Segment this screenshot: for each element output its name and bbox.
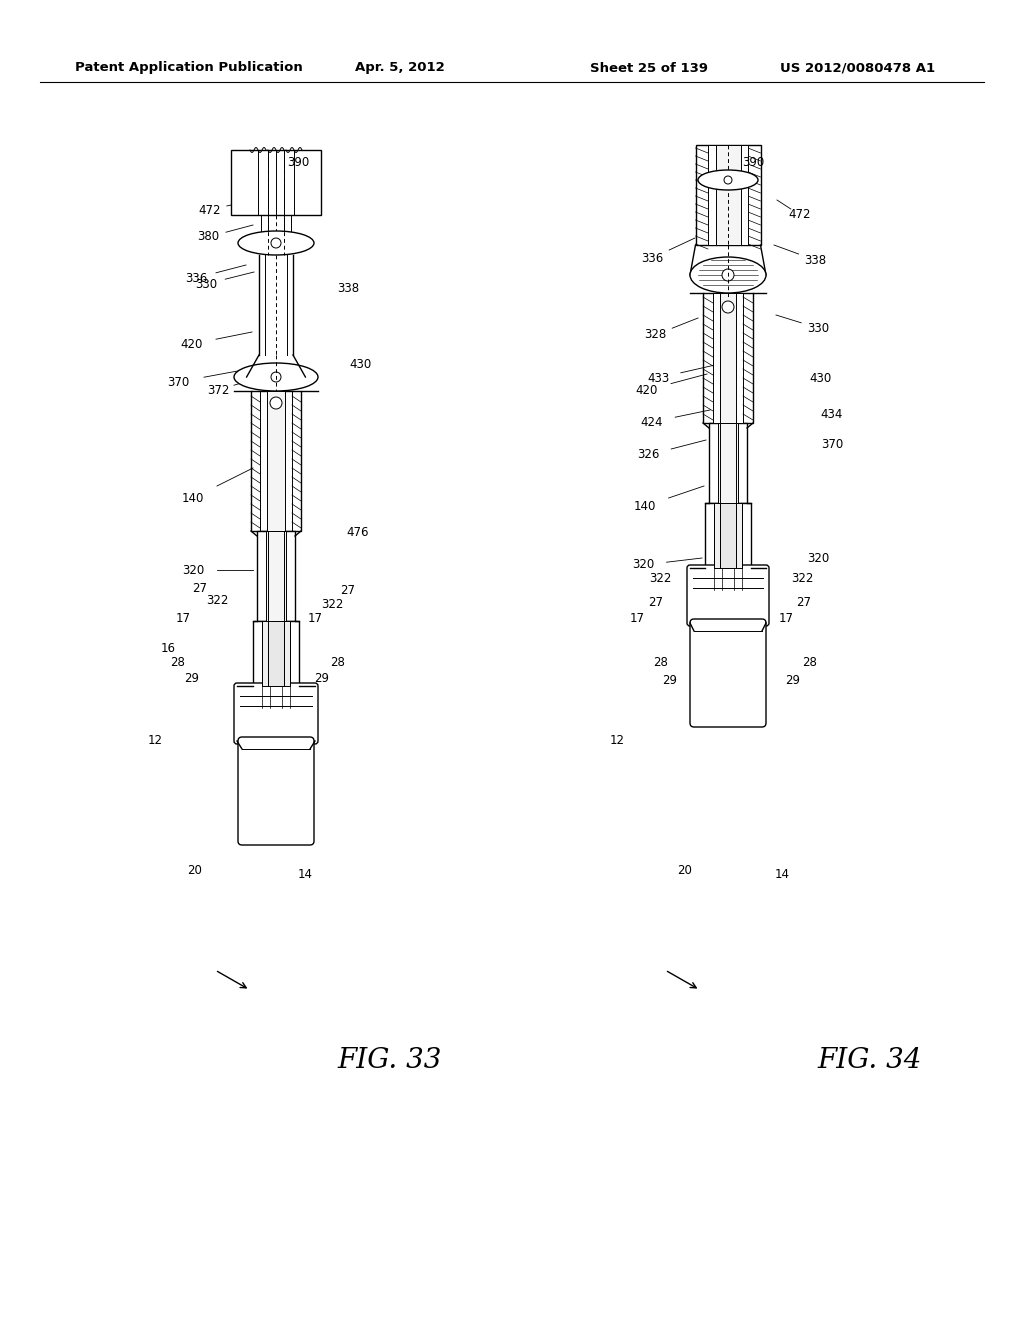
Bar (713, 293, 743, 422)
Text: 27: 27 (648, 597, 664, 610)
FancyBboxPatch shape (238, 737, 314, 845)
Circle shape (271, 238, 281, 248)
Text: 390: 390 (741, 157, 764, 169)
Text: 380: 380 (197, 231, 219, 243)
Circle shape (722, 301, 734, 313)
Text: 322: 322 (649, 572, 671, 585)
Bar (716, 145, 740, 246)
Bar (703, 293, 753, 422)
Bar (251, 391, 301, 531)
Text: 472: 472 (788, 209, 811, 222)
Text: 370: 370 (167, 375, 189, 388)
Circle shape (722, 269, 734, 281)
Text: 320: 320 (807, 552, 829, 565)
Text: 336: 336 (185, 272, 207, 285)
Text: 372: 372 (207, 384, 229, 396)
Text: 370: 370 (821, 438, 843, 451)
FancyBboxPatch shape (687, 565, 769, 626)
Text: Patent Application Publication: Patent Application Publication (75, 62, 303, 74)
Text: 326: 326 (637, 449, 659, 462)
Text: 140: 140 (182, 491, 204, 504)
Text: 322: 322 (321, 598, 343, 611)
Bar (266, 531, 286, 620)
Text: 338: 338 (337, 281, 359, 294)
Text: 424: 424 (641, 416, 664, 429)
Text: Sheet 25 of 139: Sheet 25 of 139 (590, 62, 708, 74)
Bar (231, 150, 321, 215)
Text: 338: 338 (804, 253, 826, 267)
Text: 29: 29 (663, 673, 678, 686)
Text: US 2012/0080478 A1: US 2012/0080478 A1 (780, 62, 935, 74)
Text: 20: 20 (678, 863, 692, 876)
Text: 14: 14 (298, 869, 312, 882)
Text: 433: 433 (647, 371, 669, 384)
Text: 330: 330 (807, 322, 829, 334)
Bar (720, 293, 736, 422)
Text: 420: 420 (636, 384, 658, 396)
Text: 472: 472 (199, 203, 221, 216)
Bar (718, 422, 738, 503)
Bar (267, 391, 285, 531)
Text: 17: 17 (175, 611, 190, 624)
Bar (253, 620, 299, 686)
Text: 27: 27 (193, 582, 208, 594)
Bar (714, 503, 742, 568)
Text: 14: 14 (774, 869, 790, 882)
Text: 320: 320 (182, 564, 204, 577)
Text: 328: 328 (644, 329, 667, 342)
Bar (709, 422, 746, 503)
FancyBboxPatch shape (690, 619, 766, 727)
Text: 28: 28 (803, 656, 817, 668)
FancyBboxPatch shape (234, 682, 318, 744)
Text: 17: 17 (307, 611, 323, 624)
Circle shape (724, 176, 732, 183)
Text: 140: 140 (634, 499, 656, 512)
Bar (708, 145, 748, 246)
Bar (262, 620, 290, 686)
Ellipse shape (234, 363, 318, 391)
Bar (720, 503, 736, 568)
Text: 27: 27 (797, 597, 811, 610)
Text: 16: 16 (161, 642, 175, 655)
Text: 17: 17 (630, 611, 644, 624)
Circle shape (270, 397, 282, 409)
Text: 28: 28 (331, 656, 345, 668)
Text: 17: 17 (778, 611, 794, 624)
Text: 330: 330 (195, 277, 217, 290)
Text: 28: 28 (171, 656, 185, 668)
Text: 29: 29 (314, 672, 330, 685)
Text: FIG. 33: FIG. 33 (338, 1047, 442, 1073)
Ellipse shape (690, 257, 766, 293)
Text: 322: 322 (206, 594, 228, 606)
Text: Apr. 5, 2012: Apr. 5, 2012 (355, 62, 444, 74)
Text: FIG. 34: FIG. 34 (818, 1047, 923, 1073)
Ellipse shape (698, 170, 758, 190)
Circle shape (271, 372, 281, 381)
Bar (257, 531, 295, 620)
Text: 29: 29 (184, 672, 200, 685)
Text: 430: 430 (809, 371, 831, 384)
Text: 430: 430 (349, 359, 371, 371)
Text: 20: 20 (187, 863, 203, 876)
Bar (705, 503, 751, 568)
Text: 29: 29 (785, 673, 801, 686)
Text: 28: 28 (653, 656, 669, 668)
Text: 12: 12 (147, 734, 163, 747)
Text: 476: 476 (347, 525, 370, 539)
Text: 390: 390 (287, 157, 309, 169)
Text: 12: 12 (609, 734, 625, 747)
Ellipse shape (238, 231, 314, 255)
Text: 27: 27 (341, 583, 355, 597)
Bar (268, 620, 284, 686)
Text: 434: 434 (821, 408, 843, 421)
Bar (695, 145, 761, 246)
Text: 322: 322 (791, 572, 813, 585)
Text: 336: 336 (641, 252, 664, 264)
Text: 320: 320 (632, 558, 654, 572)
Text: 420: 420 (181, 338, 203, 351)
